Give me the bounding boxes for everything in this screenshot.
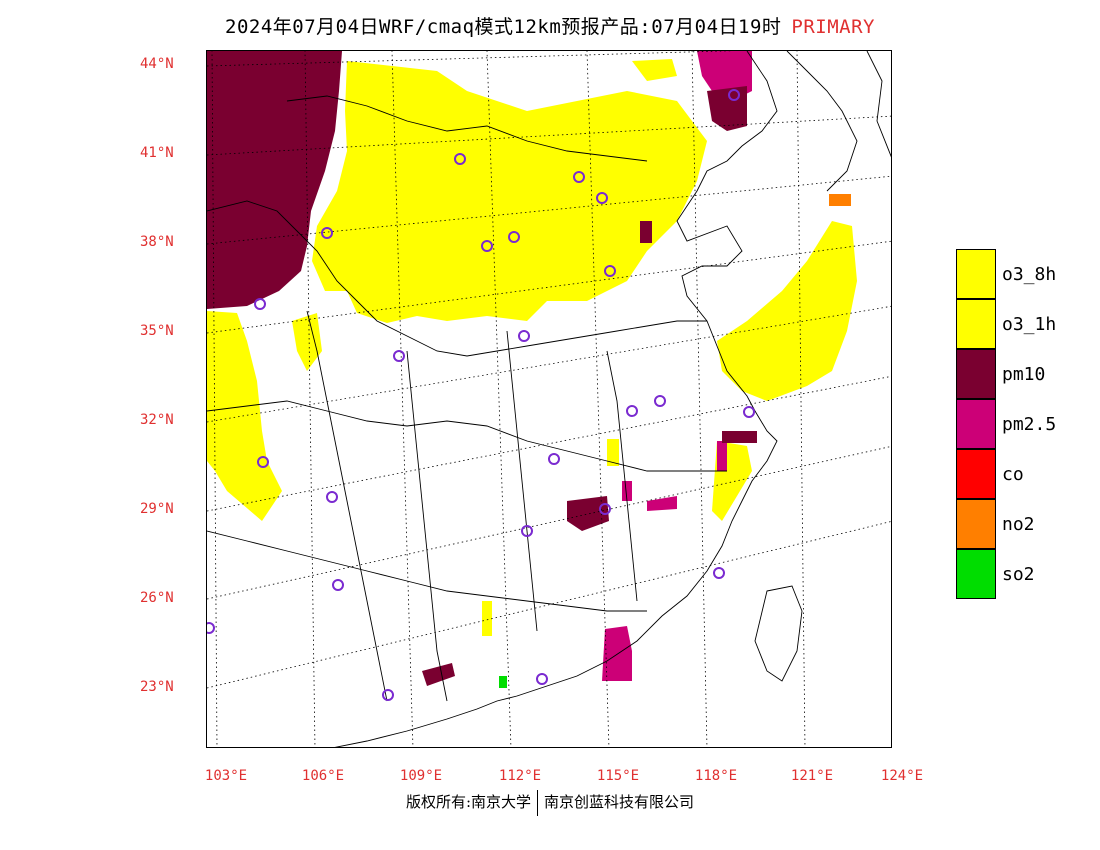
lat-label-26n: 26°N xyxy=(140,590,174,606)
lon-label-124e: 124°E xyxy=(880,768,924,784)
map-svg xyxy=(207,51,891,747)
legend-swatch-o3-8h xyxy=(956,249,996,299)
so2-area-pearl-river xyxy=(499,676,507,688)
legend-swatch-pm25 xyxy=(956,399,996,449)
legend-label-o3-1h: o3_1h xyxy=(1002,314,1057,335)
o3-area-west-small xyxy=(292,313,322,371)
map-frame xyxy=(206,50,892,748)
lon-label-118e: 118°E xyxy=(694,768,738,784)
legend-label-no2: no2 xyxy=(1002,514,1035,535)
pm10-area-hebei xyxy=(640,221,652,243)
copyright-right: 南京创蓝科技有限公司 xyxy=(544,793,695,811)
pm10-area-east-china xyxy=(567,496,609,531)
o3-area-west xyxy=(207,311,282,521)
o3-area-central-small xyxy=(607,439,619,466)
pm25-area-central-2 xyxy=(622,481,632,501)
no2-area-korea-bay xyxy=(829,194,851,206)
pm25-area-east xyxy=(717,441,727,471)
o3-area-south-small xyxy=(482,601,492,636)
station-markers xyxy=(207,89,755,701)
lon-label-106e: 106°E xyxy=(301,768,345,784)
lat-label-35n: 35°N xyxy=(140,323,174,339)
pm25-area-central xyxy=(647,496,677,511)
legend-swatch-so2 xyxy=(956,549,996,599)
legend-swatch-o3-1h xyxy=(956,299,996,349)
legend-swatch-co xyxy=(956,449,996,499)
map-title: 2024年07月04日WRF/cmaq模式12km预报产品:07月04日19时 P… xyxy=(0,12,1100,39)
o3-area-northeast-patch xyxy=(632,59,677,81)
lat-label-44n: 44°N xyxy=(140,56,174,72)
copyright-separator xyxy=(537,790,539,816)
legend-label-pm10: pm10 xyxy=(1002,364,1046,385)
pm25-area-south xyxy=(602,626,632,681)
lon-label-121e: 121°E xyxy=(790,768,834,784)
copyright: 版权所有:南京大学 南京创蓝科技有限公司 xyxy=(0,790,1100,816)
lat-label-23n: 23°N xyxy=(140,679,174,695)
title-main: 2024年07月04日WRF/cmaq模式12km预报产品:07月04日19时 xyxy=(225,16,782,38)
lon-label-115e: 115°E xyxy=(596,768,640,784)
lat-label-32n: 32°N xyxy=(140,412,174,428)
legend-label-so2: so2 xyxy=(1002,564,1035,585)
legend-label-co: co xyxy=(1002,464,1024,485)
boundaries xyxy=(207,51,891,747)
legend-swatch-pm10 xyxy=(956,349,996,399)
lon-label-109e: 109°E xyxy=(399,768,443,784)
legend-swatch-no2 xyxy=(956,499,996,549)
lat-label-38n: 38°N xyxy=(140,234,174,250)
pm10-area-coast xyxy=(722,431,757,443)
pm10-area-northwest xyxy=(207,51,342,309)
lon-label-112e: 112°E xyxy=(498,768,542,784)
legend-label-pm25: pm2.5 xyxy=(1002,414,1057,435)
o3-area-north xyxy=(312,61,707,323)
legend-label-o3-8h: o3_8h xyxy=(1002,264,1057,285)
o3-area-yellow-sea xyxy=(717,221,857,401)
title-tag: PRIMARY xyxy=(791,16,875,38)
graticule xyxy=(207,51,891,747)
pm10-area-northeast xyxy=(707,86,747,131)
copyright-left: 版权所有:南京大学 xyxy=(405,793,532,811)
pm10-area-guangxi xyxy=(422,663,455,686)
lat-label-41n: 41°N xyxy=(140,145,174,161)
lat-label-29n: 29°N xyxy=(140,501,174,517)
lon-label-103e: 103°E xyxy=(204,768,248,784)
